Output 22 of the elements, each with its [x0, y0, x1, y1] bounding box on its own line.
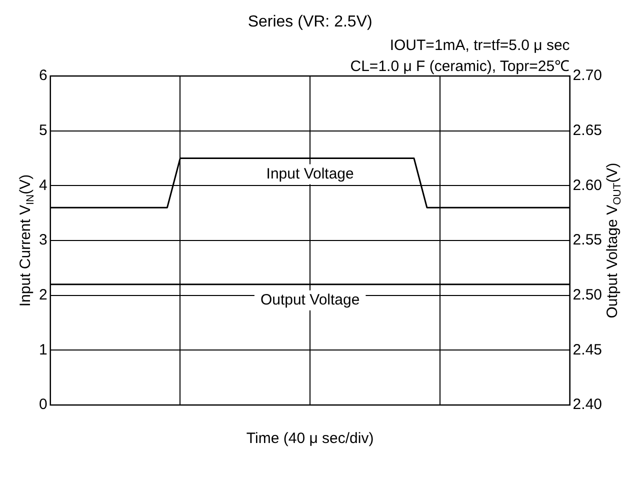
y-tick-label: 5: [39, 122, 48, 139]
y-tick-label: 3: [39, 232, 48, 249]
y-tick-label: 2: [39, 286, 48, 304]
y2-tick-label: 2.50: [572, 286, 602, 304]
y-tick-label: 1: [39, 341, 48, 358]
y-tick-label: 6: [39, 67, 48, 84]
y-axis-title: Input Current VIN(V): [17, 174, 36, 307]
chart-title: Series (VR: 2.5V): [248, 13, 372, 30]
y2-tick-label: 2.55: [572, 232, 602, 249]
y-tick-label: 0: [39, 396, 48, 414]
y2-tick-label: 2.60: [572, 176, 602, 194]
y2-tick-label: 2.40: [572, 396, 602, 414]
series-label: Input Voltage: [266, 165, 354, 182]
y2-tick-label: 2.70: [572, 67, 602, 84]
text: IOUT=1mA, tr=tf=5.0 μ sec: [390, 37, 570, 54]
text: CL=1.0 μ F (ceramic), Topr=25℃: [350, 58, 570, 76]
y2-tick-label: 2.65: [572, 122, 602, 139]
y-tick-label: 4: [39, 176, 48, 194]
y2-axis-title: Output Voltage VOUT(V): [604, 162, 624, 318]
y2-tick-label: 2.45: [572, 341, 602, 358]
series-label: Output Voltage: [260, 292, 360, 309]
x-axis-title: Time (40 μ sec/div): [246, 430, 374, 448]
